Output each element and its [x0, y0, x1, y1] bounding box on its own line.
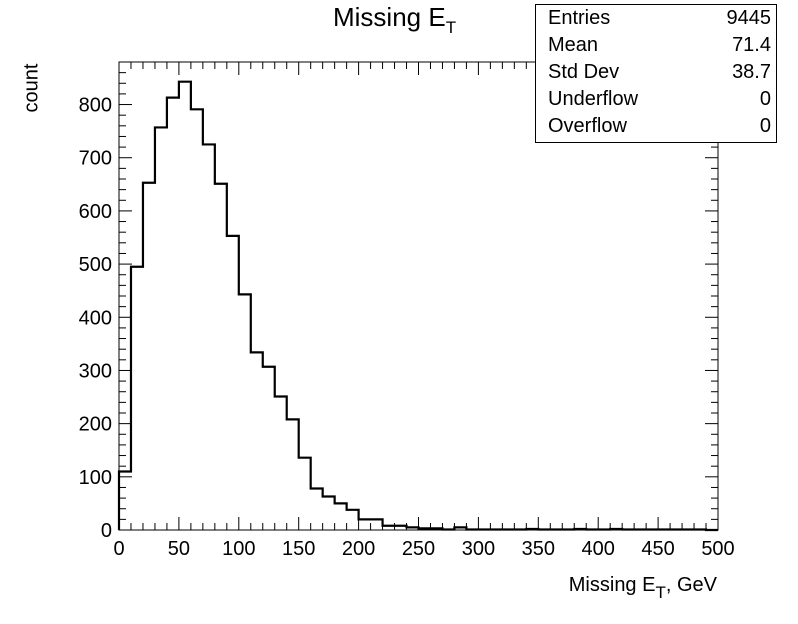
y-tick-label: 800	[79, 95, 112, 117]
y-tick-label: 500	[79, 254, 112, 276]
x-tick-label: 450	[641, 538, 674, 560]
histogram-bin	[143, 183, 155, 530]
y-tick-label: 400	[79, 307, 112, 329]
histogram-bin	[131, 267, 143, 530]
histogram-bin	[239, 294, 251, 530]
histogram-bin	[359, 519, 371, 530]
stats-row-overflow: Overflow 0	[536, 113, 776, 140]
stats-value: 71.4	[732, 34, 771, 56]
histogram-bin	[275, 397, 287, 530]
x-tick-label: 400	[582, 538, 615, 560]
histogram-bin	[347, 510, 359, 530]
histogram-bin	[179, 82, 191, 530]
x-tick-label: 250	[402, 538, 435, 560]
stats-label: Std Dev	[548, 61, 620, 83]
y-tick-label: 300	[79, 360, 112, 382]
stats-value: 0	[759, 88, 771, 110]
x-tick-label: 200	[342, 538, 375, 560]
stats-row-mean: Mean 71.4	[536, 32, 776, 59]
chart-title: Missing ET	[333, 2, 457, 37]
stats-row-entries: Entries 9445	[536, 5, 776, 32]
histogram-bin	[299, 458, 311, 530]
y-tick-label: 100	[79, 467, 112, 489]
x-tick-label: 300	[462, 538, 495, 560]
histogram-bin	[335, 503, 347, 530]
histogram-bin	[215, 184, 227, 530]
histogram-bin	[191, 109, 203, 530]
stats-box: Entries 9445 Mean 71.4 Std Dev 38.7 Underfl…	[535, 4, 777, 143]
histogram-bin	[287, 419, 299, 530]
stats-label: Overflow	[548, 115, 627, 137]
x-tick-label: 0	[113, 538, 124, 560]
y-tick-label: 600	[79, 201, 112, 223]
stats-label: Underflow	[548, 88, 639, 110]
x-tick-label: 150	[282, 538, 315, 560]
x-tick-label: 350	[522, 538, 555, 560]
stats-row-underflow: Underflow 0	[536, 86, 776, 113]
histogram-bin	[227, 236, 239, 530]
stats-label: Mean	[548, 34, 599, 56]
histogram-bin	[311, 489, 323, 530]
histogram-bin	[119, 472, 131, 531]
x-axis-label: Missing ET, GeV	[568, 574, 717, 602]
y-tick-label: 0	[101, 520, 112, 542]
stats-value: 9445	[726, 7, 772, 29]
x-tick-label: 50	[168, 538, 190, 560]
y-tick-label: 200	[79, 414, 112, 436]
x-tick-label: 100	[222, 538, 255, 560]
histogram-bin	[155, 127, 167, 530]
histogram-bin	[167, 98, 179, 530]
histogram-bin	[263, 367, 275, 530]
histogram-outline	[117, 80, 718, 532]
y-tick-label: 700	[79, 148, 112, 170]
stats-label: Entries	[548, 7, 611, 29]
histogram-bin	[203, 144, 215, 530]
histogram-bin	[371, 519, 383, 530]
stats-value: 0	[759, 115, 771, 137]
x-tick-label: 500	[701, 538, 734, 560]
y-axis-label: count	[20, 63, 43, 113]
stats-row-std-dev: Std Dev 38.7	[536, 59, 776, 86]
histogram-bin	[323, 496, 335, 530]
histogram-bin	[251, 352, 263, 530]
stats-value: 38.7	[732, 61, 771, 83]
